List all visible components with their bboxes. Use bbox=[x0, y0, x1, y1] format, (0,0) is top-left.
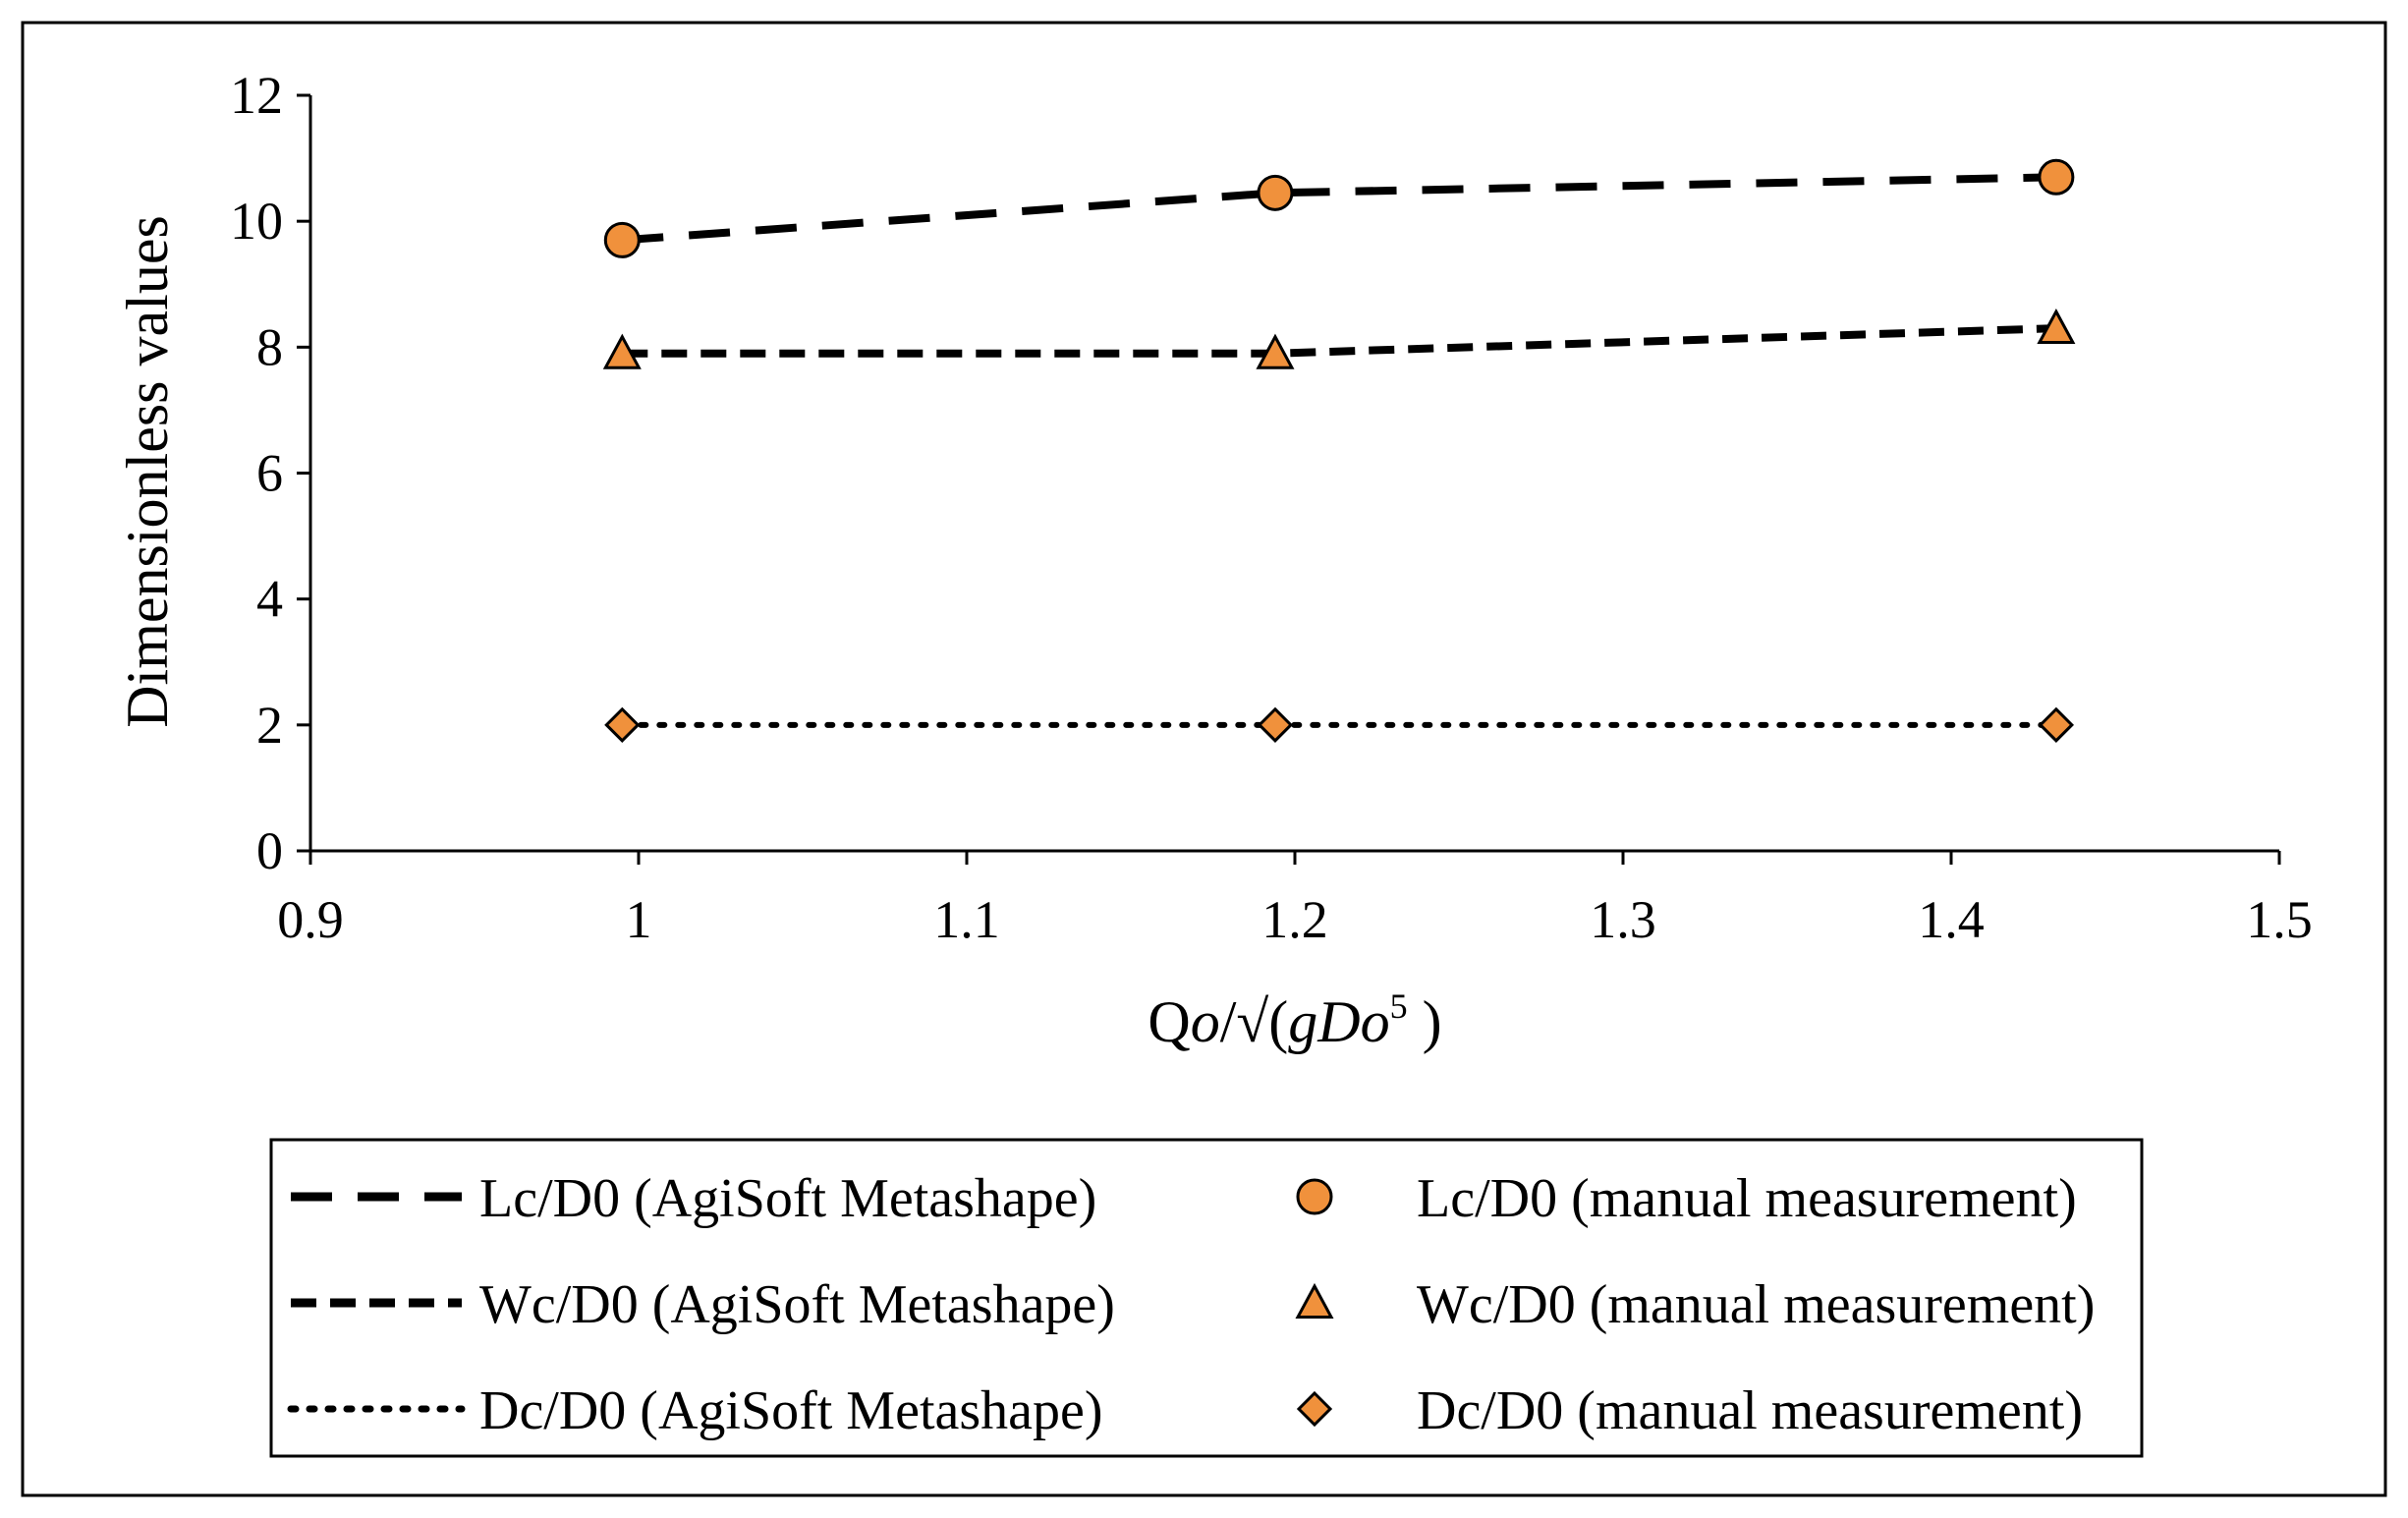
data-point-triangle bbox=[1256, 333, 1295, 369]
legend: Lc/D0 (AgiSoft Metashape) Wc/D0 (AgiSoft … bbox=[269, 1138, 2144, 1458]
x-tick-label: 1.2 bbox=[1261, 890, 1328, 949]
data-point-diamond bbox=[604, 706, 641, 743]
x-tick-label: 1.3 bbox=[1590, 890, 1656, 949]
y-tick-label: 0 bbox=[256, 821, 283, 880]
legend-swatch-diamond bbox=[1296, 1390, 1333, 1428]
x-tick-label: 0.9 bbox=[277, 890, 344, 949]
axis-titles: Dimensionless values Qo/√(gDo5 ) bbox=[115, 215, 1442, 1054]
y-tick-label: 2 bbox=[256, 696, 283, 755]
data-point-circle bbox=[2038, 158, 2075, 196]
data-point-triangle bbox=[2037, 308, 2076, 345]
data-point-diamond bbox=[2038, 706, 2075, 743]
series-markers bbox=[602, 158, 2076, 743]
data-point-diamond bbox=[1257, 706, 1294, 743]
x-tick-label: 1.5 bbox=[2246, 890, 2313, 949]
y-axis-title: Dimensionless values bbox=[115, 215, 180, 728]
legend-label: Dc/D0 (AgiSoft Metashape) bbox=[479, 1380, 1103, 1441]
y-tick-label: 12 bbox=[230, 66, 283, 125]
legend-label: Dc/D0 (manual measurement) bbox=[1417, 1380, 2083, 1441]
y-tick-label: 4 bbox=[256, 570, 283, 629]
legend-box bbox=[269, 1138, 2144, 1458]
legend-label: Wc/D0 (manual measurement) bbox=[1417, 1274, 2095, 1335]
x-axis-title-part: ) bbox=[1408, 989, 1442, 1054]
series-line-0 bbox=[622, 173, 2056, 245]
x-axis-title-part: /√( bbox=[1220, 989, 1289, 1054]
x-axis-title-part: Q bbox=[1148, 989, 1190, 1054]
legend-label: Lc/D0 (manual measurement) bbox=[1417, 1168, 2077, 1229]
y-tick-label: 8 bbox=[256, 317, 283, 376]
legend-swatch-triangle bbox=[1295, 1282, 1334, 1319]
legend-label: Wc/D0 (AgiSoft Metashape) bbox=[479, 1274, 1115, 1335]
legend-swatch-circle bbox=[1296, 1178, 1333, 1215]
x-tick-label: 1 bbox=[626, 890, 652, 949]
y-tick-label: 10 bbox=[230, 192, 283, 251]
legend-label: Lc/D0 (AgiSoft Metashape) bbox=[479, 1168, 1096, 1229]
y-tick-label: 6 bbox=[256, 444, 283, 503]
data-point-circle bbox=[603, 221, 641, 258]
x-axis-title-part: 5 bbox=[1390, 986, 1408, 1026]
data-point-circle bbox=[1257, 174, 1294, 211]
x-axis-title-part: o bbox=[1191, 989, 1220, 1054]
x-tick-label: 1.1 bbox=[933, 890, 1000, 949]
x-axis-title: Qo/√(gDo5 ) bbox=[1148, 986, 1441, 1054]
data-point-triangle bbox=[602, 333, 642, 369]
x-axis-title-part: gDo bbox=[1288, 989, 1389, 1054]
x-tick-label: 1.4 bbox=[1918, 890, 1985, 949]
axes: 0 2 4 6 8 10 12 0.9 1 1.1 1.2 1.3 1.4 1.5 bbox=[230, 66, 2313, 949]
